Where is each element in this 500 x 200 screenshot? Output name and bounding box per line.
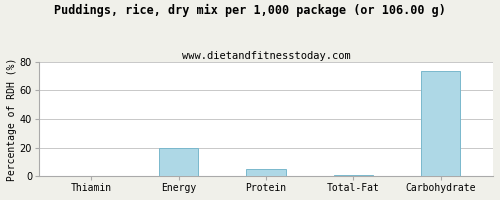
Bar [246, 169, 286, 176]
Text: Puddings, rice, dry mix per 1,000 package (or 106.00 g): Puddings, rice, dry mix per 1,000 packag… [54, 4, 446, 17]
Bar [159, 148, 198, 176]
Bar [421, 71, 461, 176]
Bar [334, 175, 373, 176]
Title: www.dietandfitnesstoday.com: www.dietandfitnesstoday.com [182, 51, 350, 61]
Y-axis label: Percentage of RDH (%): Percentage of RDH (%) [7, 57, 17, 181]
